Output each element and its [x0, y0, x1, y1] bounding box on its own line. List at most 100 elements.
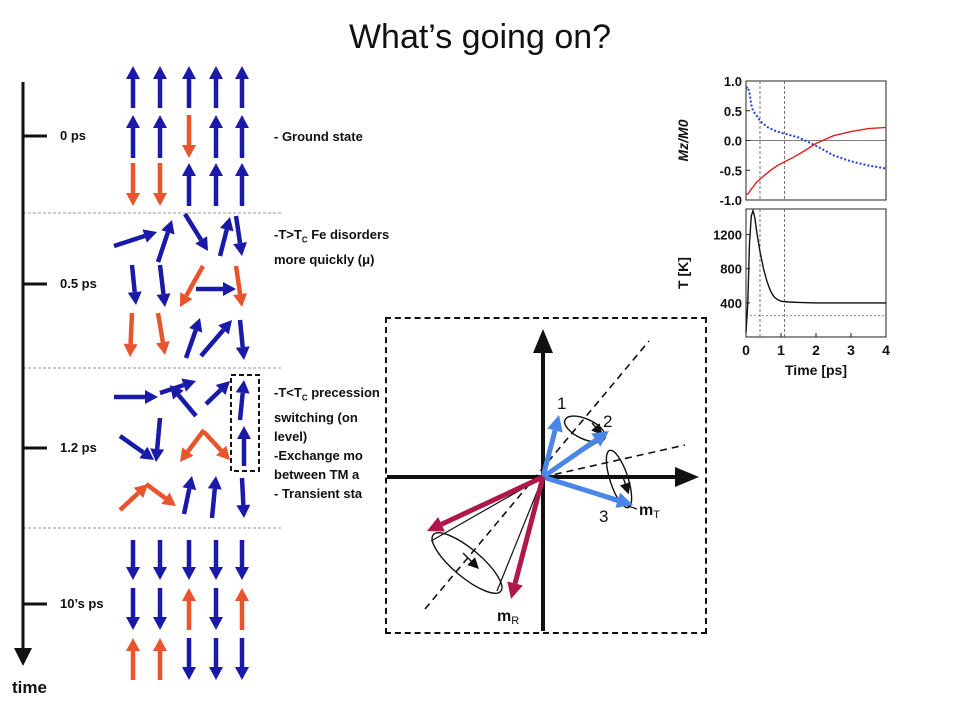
- x-tick-label: 2: [812, 342, 820, 358]
- spin-arrow-blue: [118, 434, 154, 460]
- inset-blue-vectors: [540, 415, 633, 508]
- temperature-plot: 1200 800 400 0 1 2 3 4 Time [ps] T [K]: [675, 208, 890, 378]
- spin-arrow-blue: [153, 588, 167, 630]
- highlight-dashed-box: [230, 374, 260, 472]
- spin-arrow-blue: [209, 588, 223, 630]
- series-line-0: [745, 85, 887, 170]
- spin-arrow-blue: [126, 540, 140, 580]
- inset-cone-edge: [496, 476, 544, 592]
- plot-frame: [745, 208, 887, 338]
- inset-label-3: 3: [599, 507, 608, 526]
- spin-arrow-blue: [156, 264, 171, 307]
- spin-arrow-blue: [236, 477, 251, 518]
- spin-arrow-blue: [183, 212, 208, 251]
- spin-arrow-red: [233, 265, 248, 307]
- inset-vector-2: [541, 431, 609, 480]
- spin-arrow-blue: [153, 540, 167, 580]
- spin-arrow-blue: [126, 66, 140, 108]
- series-line-0: [745, 208, 886, 333]
- spin-arrow-blue: [235, 638, 249, 680]
- spin-arrow-red: [144, 482, 176, 506]
- inset-vector-red-down: [507, 476, 546, 599]
- spin-arrow-blue: [209, 115, 223, 158]
- spin-arrow-blue: [170, 385, 198, 418]
- description-disorder: -T>TC Fe disorders more quickly (μ): [274, 227, 390, 267]
- mz-plot: 1.0 0.5 0.0 -0.5 -1.0 Mz/M0: [675, 74, 887, 208]
- inset-label-mR: mR: [497, 608, 519, 627]
- spin-arrow-red: [235, 588, 249, 630]
- inset-horizontal-arrowhead: [675, 467, 699, 487]
- inset-precession-ellipse-red: [431, 532, 503, 594]
- y-tick-label: 0.5: [724, 104, 742, 119]
- y-tick-label: 1.0: [724, 74, 742, 89]
- y-tick-label: -0.5: [720, 163, 742, 178]
- spin-arrow-blue: [237, 426, 251, 466]
- spin-arrow-blue: [235, 319, 250, 360]
- precession-vector-inset: 1 2 3 mT mR: [385, 317, 707, 634]
- spin-arrow-red: [126, 163, 140, 206]
- spin-arrow-blue: [209, 163, 223, 206]
- y-axis-label: T [K]: [675, 257, 691, 289]
- x-tick-label: 0: [742, 342, 750, 358]
- slide-title: What’s going on?: [348, 18, 612, 56]
- spin-arrow-blue: [209, 540, 223, 580]
- x-axis-label: Time [ps]: [785, 362, 847, 378]
- spin-arrow-blue: [114, 390, 158, 404]
- spin-arrow-red: [155, 312, 170, 355]
- x-tick-label: 1: [777, 342, 785, 358]
- inset-vector-red-left: [427, 474, 545, 532]
- spin-arrow-blue: [217, 217, 234, 257]
- spin-arrow-blue: [209, 638, 223, 680]
- spin-arrow-blue: [199, 320, 232, 358]
- y-tick-label: 800: [720, 262, 742, 277]
- spin-arrow-blue: [182, 638, 196, 680]
- inset-label-mT: mT: [639, 502, 660, 521]
- inset-vector-1: [540, 415, 563, 478]
- spin-arrow-red: [202, 430, 230, 460]
- y-tick-label: 1200: [713, 228, 742, 243]
- time-axis-arrowhead: [14, 648, 32, 666]
- tick-label-1-2ps: 1.2 ps: [60, 440, 97, 455]
- precession-vector-diagram: 1 2 3 mT mR: [387, 329, 699, 631]
- spin-arrow-blue: [183, 318, 203, 359]
- magnetization-temperature-plots: 1.0 0.5 0.0 -0.5 -1.0 Mz/M0 1200 800 400 0 1 2 3 4 Ti…: [675, 74, 890, 378]
- spin-arrays: [113, 66, 251, 680]
- inset-label-2: 2: [603, 412, 612, 431]
- series-line-1: [746, 126, 887, 195]
- spin-arrow-red: [153, 163, 167, 206]
- y-tick-label: -1.0: [720, 193, 742, 208]
- inset-dashed-line-upper: [424, 340, 650, 610]
- spin-arrow-blue: [126, 115, 140, 158]
- spin-arrow-red: [126, 638, 140, 680]
- spin-arrow-blue: [235, 115, 249, 158]
- inset-label-1: 1: [557, 394, 566, 413]
- spin-arrow-blue: [235, 163, 249, 206]
- spin-arrow-blue: [235, 66, 249, 108]
- spin-arrow-blue: [181, 476, 197, 515]
- inset-vertical-arrowhead: [533, 329, 553, 353]
- spin-arrow-blue: [153, 115, 167, 158]
- spin-arrow-red: [180, 428, 206, 462]
- inset-rotation-arrow: [619, 476, 631, 495]
- y-tick-label: 0.0: [724, 134, 742, 149]
- description-ground-state: - Ground state: [274, 129, 363, 144]
- inset-vector-3: [542, 474, 633, 508]
- spin-arrow-blue: [182, 66, 196, 108]
- spin-arrow-blue: [207, 476, 222, 519]
- spin-arrow-red: [118, 484, 148, 512]
- spin-arrow-blue: [150, 417, 165, 462]
- x-tick-label: 4: [882, 342, 890, 358]
- spin-arrow-blue: [182, 163, 196, 206]
- tick-label-0-5ps: 0.5 ps: [60, 276, 97, 291]
- inset-dashed-line-lower: [542, 444, 686, 478]
- spin-arrow-blue: [113, 229, 157, 249]
- spin-arrow-red: [182, 115, 196, 158]
- spin-arrow-blue: [126, 588, 140, 630]
- spin-arrow-blue: [209, 66, 223, 108]
- spin-arrow-blue: [196, 282, 236, 296]
- time-axis-label: time: [12, 678, 47, 697]
- spin-arrow-blue: [182, 540, 196, 580]
- x-tick-label: 3: [847, 342, 855, 358]
- spin-arrow-red: [180, 264, 205, 307]
